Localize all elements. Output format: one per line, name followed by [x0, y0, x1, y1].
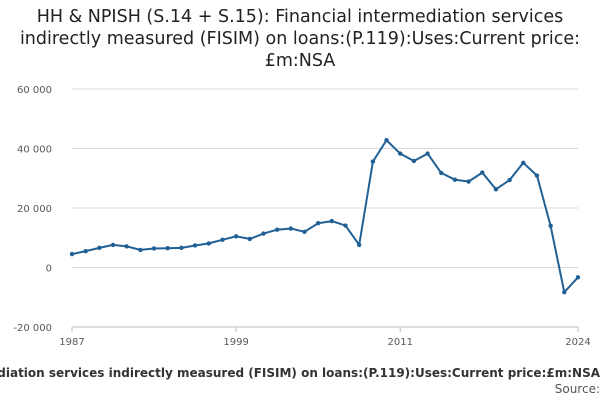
data-point — [220, 237, 225, 243]
data-point — [138, 247, 143, 253]
data-point — [411, 158, 417, 164]
data-point — [192, 243, 198, 248]
data-point — [466, 179, 471, 184]
data-point — [83, 248, 88, 254]
data-point — [69, 251, 75, 257]
data-point — [534, 173, 540, 178]
y-tick-label: -20 000 — [13, 323, 52, 334]
source-label: Source: — [554, 382, 600, 396]
legend-text: HH & NPISH (S.14 + S.15): Financial inte… — [0, 366, 600, 380]
data-point — [110, 242, 116, 248]
data-point — [548, 223, 553, 229]
data-point — [356, 242, 362, 248]
y-tick-label: 20 000 — [17, 204, 52, 215]
data-point — [452, 177, 458, 182]
x-tick-label: 2024 — [565, 337, 590, 348]
data-point — [507, 177, 512, 183]
data-point — [315, 220, 321, 226]
data-point — [302, 229, 307, 234]
data-point — [398, 151, 403, 156]
y-axis: 60 000 40 000 20 000 0 -20 000 — [13, 85, 52, 334]
gridlines — [72, 88, 578, 328]
data-point — [370, 159, 376, 164]
x-tick-label: 1999 — [223, 337, 248, 348]
data-point — [165, 245, 170, 251]
data-point — [233, 234, 239, 239]
data-point — [274, 227, 280, 232]
data-point — [384, 137, 389, 143]
data-point — [343, 223, 348, 228]
plot-area — [69, 137, 581, 295]
data-point — [425, 151, 430, 156]
y-tick-label: 60 000 — [17, 85, 52, 96]
data-point — [206, 241, 211, 246]
data-point — [575, 275, 581, 280]
x-tick-label: 1987 — [59, 337, 84, 348]
data-point — [151, 246, 157, 251]
data-point — [288, 226, 294, 231]
data-point — [97, 245, 102, 251]
data-point — [493, 187, 499, 192]
data-point — [247, 236, 252, 242]
chart-title: HH & NPISH (S.14 + S.15): Financial inte… — [19, 7, 581, 71]
data-point — [562, 289, 567, 295]
data-point — [439, 170, 444, 176]
data-point — [261, 231, 266, 236]
data-point — [124, 244, 129, 249]
y-tick-label: 40 000 — [17, 145, 52, 156]
x-axis: 1987 1999 2011 2024 — [59, 326, 591, 348]
data-point — [480, 170, 485, 175]
series-line — [71, 139, 579, 294]
x-tick-label: 2011 — [387, 337, 412, 348]
legend: HH & NPISH (S.14 + S.15): Financial inte… — [0, 366, 600, 382]
data-point — [329, 218, 335, 224]
data-point — [521, 160, 526, 165]
y-tick-label: 0 — [46, 264, 52, 275]
data-point — [179, 245, 184, 251]
